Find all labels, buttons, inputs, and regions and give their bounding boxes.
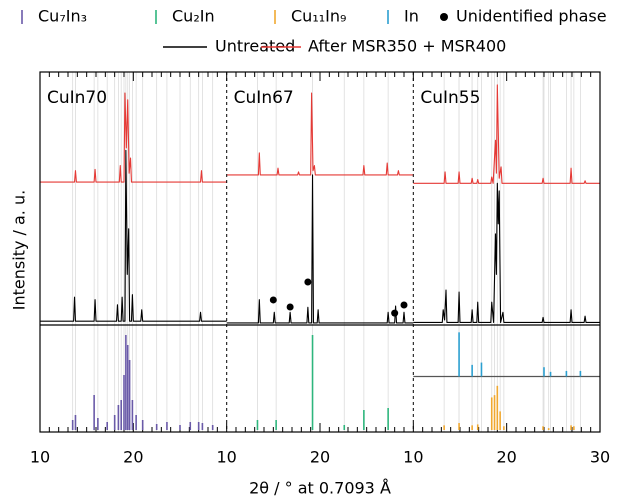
x-tick-label: 10 bbox=[216, 448, 236, 467]
guides bbox=[72, 72, 581, 432]
x-tick-label: 20 bbox=[310, 448, 330, 467]
panel-title: CuIn70 bbox=[47, 88, 107, 108]
x-tick-label: 20 bbox=[123, 448, 143, 467]
pattern-line bbox=[40, 92, 227, 183]
x-tick-label: 20 bbox=[496, 448, 516, 467]
x-axis-label: 2θ / ° at 0.7093 Å bbox=[249, 479, 391, 498]
legend-label: In bbox=[404, 7, 419, 26]
legend-label: After MSR350 + MSR400 bbox=[308, 37, 506, 56]
panel-title: CuIn55 bbox=[420, 88, 480, 108]
x-tick-label: 30 bbox=[590, 448, 610, 467]
x-tick-label: 10 bbox=[30, 448, 50, 467]
legend-label: Cu₇In₃ bbox=[38, 7, 87, 26]
unidentified-marker bbox=[304, 278, 312, 286]
pattern-line bbox=[413, 84, 600, 184]
unidentified-marker bbox=[400, 301, 408, 309]
x-tick-label: 10 bbox=[403, 448, 423, 467]
unidentified-marker bbox=[286, 303, 294, 311]
legend-swatch bbox=[440, 13, 448, 21]
pattern-line bbox=[226, 174, 414, 324]
legend: Cu₇In₃ Cu₂In Cu₁₁In₉ In Unidentified phase Un… bbox=[21, 7, 607, 56]
pattern-line bbox=[413, 182, 600, 324]
legend-label: Unidentified phase bbox=[456, 7, 607, 26]
plot-frame bbox=[39, 71, 601, 433]
legend-label: Cu₁₁In₉ bbox=[291, 7, 346, 26]
unidentified-marker bbox=[391, 309, 399, 317]
legend-label: Untreated bbox=[215, 37, 295, 56]
pattern-line bbox=[40, 149, 227, 322]
unidentified-marker bbox=[269, 296, 277, 304]
pattern-line bbox=[226, 92, 414, 176]
panel-title: CuIn67 bbox=[234, 88, 294, 108]
legend-label: Cu₂In bbox=[172, 7, 215, 26]
y-axis-label: Intensity / a. u. bbox=[10, 190, 29, 310]
plot: 10 20 CuIn70 10 20 CuIn67 10 20 30 CuIn55 bbox=[30, 72, 610, 467]
